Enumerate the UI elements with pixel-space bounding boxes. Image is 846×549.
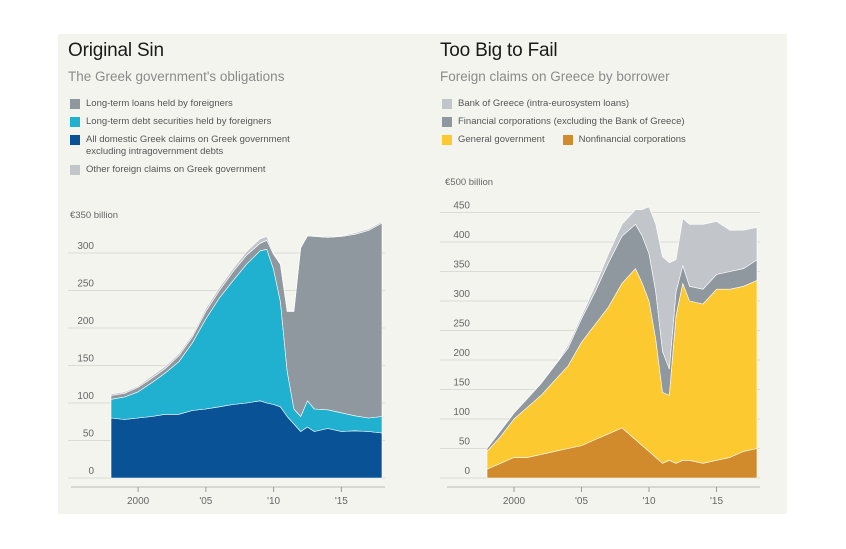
legend-swatch	[562, 135, 573, 145]
y-tick-label: 50	[459, 437, 471, 448]
chart-subtitle: Foreign claims on Greece by borrower	[440, 69, 670, 84]
x-tick-label: '10	[642, 496, 655, 507]
legend-swatch	[442, 99, 452, 109]
x-tick-label: 2000	[503, 496, 526, 507]
y-axis-unit-label: €350 billion	[70, 210, 119, 221]
y-tick-label: 300	[453, 289, 470, 300]
legend-item: Nonfinancial corporations	[562, 134, 686, 146]
y-tick-label: 0	[464, 466, 470, 477]
area-plot: 0 50 100 150 200 250 300 350 400 450 2000 '05 '10 '15	[440, 201, 760, 507]
x-tick-label: 2000	[127, 496, 150, 507]
legend-item: General government	[442, 134, 545, 146]
legend-label: General government	[458, 134, 545, 145]
x-tick-label: '15	[335, 496, 348, 507]
y-tick-label: 0	[88, 466, 94, 477]
legend-swatch	[70, 165, 80, 175]
y-tick-label: 300	[77, 241, 94, 252]
legend-item: Long-term debt securities held by foreig…	[70, 116, 271, 128]
legend-swatch	[442, 135, 452, 145]
legend-row: All domestic Greek claims on Greek gover…	[70, 134, 326, 164]
x-tick-label: '15	[710, 496, 723, 507]
legend-row: Long-term debt securities held by foreig…	[70, 116, 326, 134]
legend-swatch	[442, 117, 452, 127]
legend: Bank of Greece (intra-eurosystem loans) F…	[442, 98, 686, 152]
y-tick-label: 200	[453, 348, 470, 359]
x-tick-label: '05	[199, 496, 212, 507]
legend-label: Long-term debt securities held by foreig…	[86, 116, 272, 127]
legend-row: Long-term loans held by foreigners	[70, 98, 326, 116]
legend-row: Other foreign claims on Greek government	[70, 164, 326, 182]
legend-row: Bank of Greece (intra-eurosystem loans)	[442, 98, 686, 116]
area-series-3	[110, 221, 383, 396]
legend-label: Nonfinancial corporations	[578, 134, 686, 145]
legend-label: Long-term loans held by foreigners	[86, 98, 233, 109]
area-plot: 0 50 100 150 200 250 300 2000 '05 '10 '15	[68, 221, 385, 507]
legend-swatch	[70, 117, 80, 127]
y-tick-label: 350	[453, 260, 470, 271]
chart-title: Too Big to Fail	[440, 40, 558, 61]
legend-row: Financial corporations (excluding the Ba…	[442, 116, 686, 134]
y-tick-label: 150	[77, 354, 94, 365]
legend-item: Other foreign claims on Greek government	[70, 164, 266, 176]
legend-item: Bank of Greece (intra-eurosystem loans)	[442, 98, 629, 110]
y-tick-label: 250	[77, 279, 94, 290]
x-tick-label: '05	[575, 496, 588, 507]
y-tick-label: 200	[77, 316, 94, 327]
y-tick-label: 250	[453, 319, 470, 330]
chart-title: Original Sin	[68, 40, 164, 61]
y-tick-label: 450	[453, 201, 470, 212]
legend-label: Bank of Greece (intra-eurosystem loans)	[458, 98, 630, 109]
y-axis-unit-label: €500 billion	[445, 177, 494, 188]
legend-row: General government Nonfinancial corporati…	[442, 134, 686, 152]
y-tick-label: 100	[453, 407, 470, 418]
x-tick-label: '10	[267, 496, 280, 507]
y-tick-label: 400	[453, 230, 470, 241]
area-series-3	[486, 206, 758, 449]
y-tick-label: 100	[77, 391, 94, 402]
legend-item: Long-term loans held by foreigners	[70, 98, 233, 110]
chart-too-big-to-fail: Too Big to Fail Foreign claims on Greece…	[430, 34, 787, 514]
legend-label: Other foreign claims on Greek government	[86, 164, 266, 175]
legend-label: Financial corporations (excluding the Ba…	[458, 116, 685, 127]
y-tick-label: 150	[453, 378, 470, 389]
chart-original-sin: Original Sin The Greek government's obli…	[58, 34, 420, 514]
legend-label: All domestic Greek claims on Greek gover…	[86, 134, 290, 157]
chart-subtitle: The Greek government's obligations	[68, 69, 285, 84]
y-tick-label: 50	[83, 429, 95, 440]
legend: Long-term loans held by foreigners Long-t…	[70, 98, 326, 182]
legend-swatch	[70, 99, 80, 109]
legend-item: All domestic Greek claims on Greek gover…	[70, 134, 326, 158]
legend-swatch	[70, 135, 80, 145]
legend-item: Financial corporations (excluding the Ba…	[442, 116, 685, 128]
